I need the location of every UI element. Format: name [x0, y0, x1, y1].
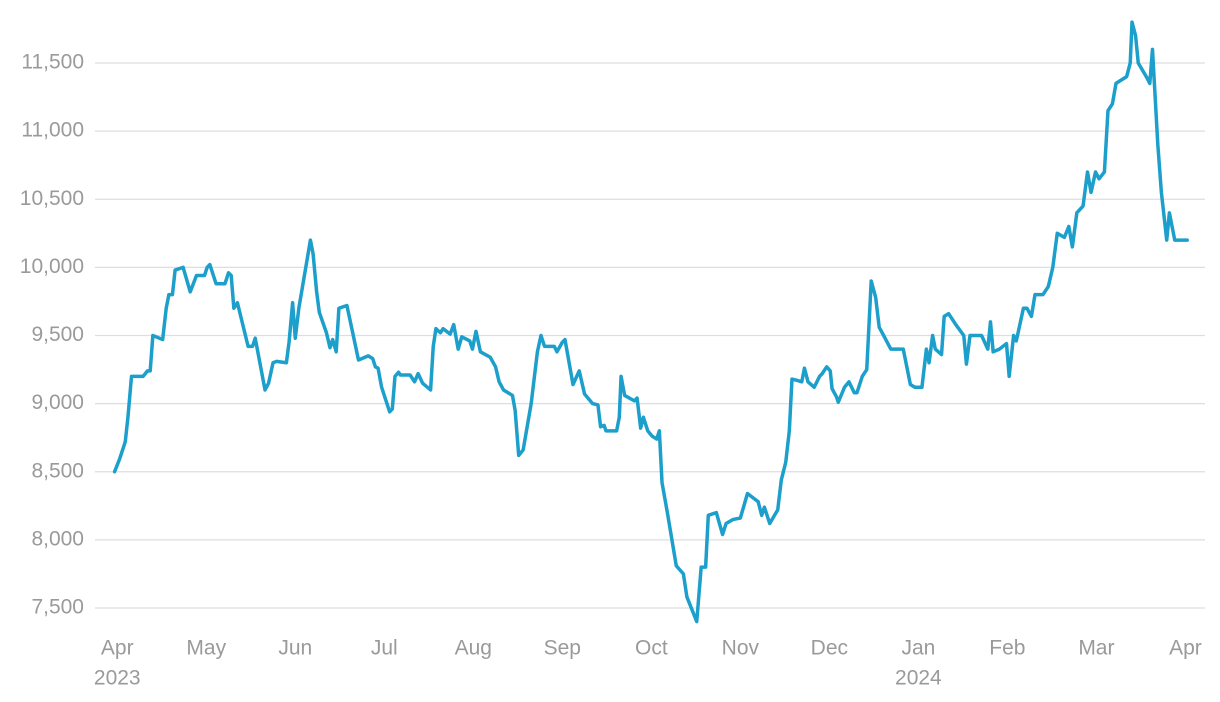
y-tick-label: 8,000: [31, 527, 84, 550]
x-tick-label: May: [186, 637, 226, 660]
x-tick-label: Jul: [371, 637, 398, 660]
x-tick-label: Sep: [544, 637, 581, 660]
x-tick-label: Dec: [811, 637, 848, 660]
y-tick-label: 11,500: [21, 51, 84, 74]
x-tick-label: Feb: [989, 637, 1025, 660]
x-year-label: 2023: [94, 667, 141, 690]
x-tick-label: Nov: [722, 637, 760, 660]
y-tick-label: 8,500: [31, 459, 84, 482]
y-tick-label: 9,500: [31, 323, 84, 346]
x-tick-label: Oct: [635, 637, 668, 660]
y-tick-label: 10,000: [20, 255, 84, 278]
x-tick-label: Jun: [278, 637, 312, 660]
x-tick-label: Aug: [455, 637, 492, 660]
y-tick-label: 7,500: [31, 596, 84, 619]
x-tick-label: Apr: [101, 637, 134, 660]
x-tick-label: Apr: [1169, 637, 1202, 660]
y-tick-label: 11,000: [21, 119, 84, 142]
x-year-label: 2024: [895, 667, 942, 690]
x-tick-label: Jan: [901, 637, 935, 660]
y-tick-label: 9,000: [31, 391, 84, 414]
x-tick-label: Mar: [1078, 637, 1114, 660]
y-tick-label: 10,500: [20, 187, 84, 210]
price-line: [112, 20, 1189, 624]
